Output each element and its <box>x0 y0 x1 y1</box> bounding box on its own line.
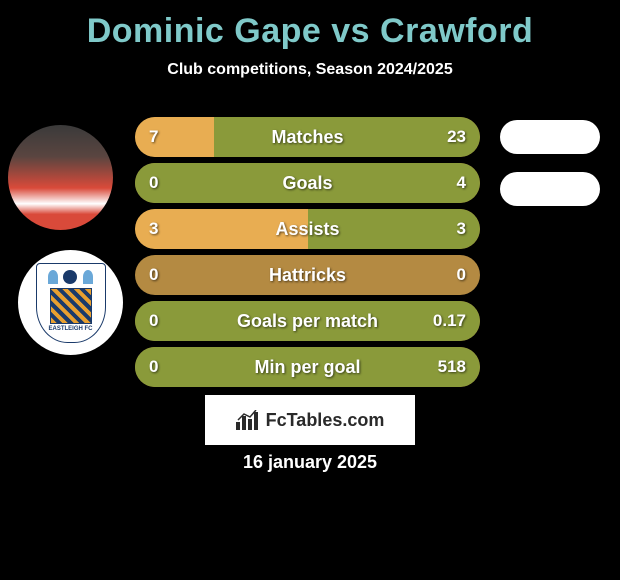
stat-value-left: 0 <box>149 265 158 285</box>
stat-label: Matches <box>271 127 343 148</box>
stat-value-right: 0 <box>457 265 466 285</box>
club-crest: EASTLEIGH FC <box>36 263 106 343</box>
stat-value-left: 0 <box>149 311 158 331</box>
stat-value-left: 7 <box>149 127 158 147</box>
brand-box: FcTables.com <box>205 395 415 445</box>
stat-label: Hattricks <box>269 265 346 286</box>
club-badge: EASTLEIGH FC <box>18 250 123 355</box>
stat-label: Min per goal <box>254 357 360 378</box>
stat-label: Goals per match <box>237 311 378 332</box>
stat-value-right: 518 <box>438 357 466 377</box>
stat-row: 0 0 Hattricks <box>135 255 480 295</box>
stat-label: Goals <box>282 173 332 194</box>
stat-value-left: 0 <box>149 357 158 377</box>
page-subtitle: Club competitions, Season 2024/2025 <box>0 61 620 79</box>
stat-row: 3 3 Assists <box>135 209 480 249</box>
player-right-avatar-2 <box>500 172 600 206</box>
stat-value-right: 0.17 <box>433 311 466 331</box>
chart-icon <box>236 410 260 430</box>
stat-value-left: 0 <box>149 173 158 193</box>
stat-value-right: 4 <box>457 173 466 193</box>
stat-fill-left <box>135 117 214 157</box>
stats-container: 7 23 Matches 0 4 Goals 3 3 Assists 0 0 Hattricks 0 0.… <box>135 117 480 393</box>
stat-row: 0 4 Goals <box>135 163 480 203</box>
stat-row: 0 518 Min per goal <box>135 347 480 387</box>
stat-fill-right <box>214 117 480 157</box>
brand-text: FcTables.com <box>266 410 385 431</box>
player-left-avatar <box>8 125 113 230</box>
stat-value-left: 3 <box>149 219 158 239</box>
page-title: Dominic Gape vs Crawford <box>0 0 620 51</box>
stat-value-right: 3 <box>457 219 466 239</box>
stat-row: 7 23 Matches <box>135 117 480 157</box>
stat-value-right: 23 <box>447 127 466 147</box>
stat-row: 0 0.17 Goals per match <box>135 301 480 341</box>
footer-date: 16 january 2025 <box>243 452 377 473</box>
player-right-avatar-1 <box>500 120 600 154</box>
stat-label: Assists <box>275 219 339 240</box>
